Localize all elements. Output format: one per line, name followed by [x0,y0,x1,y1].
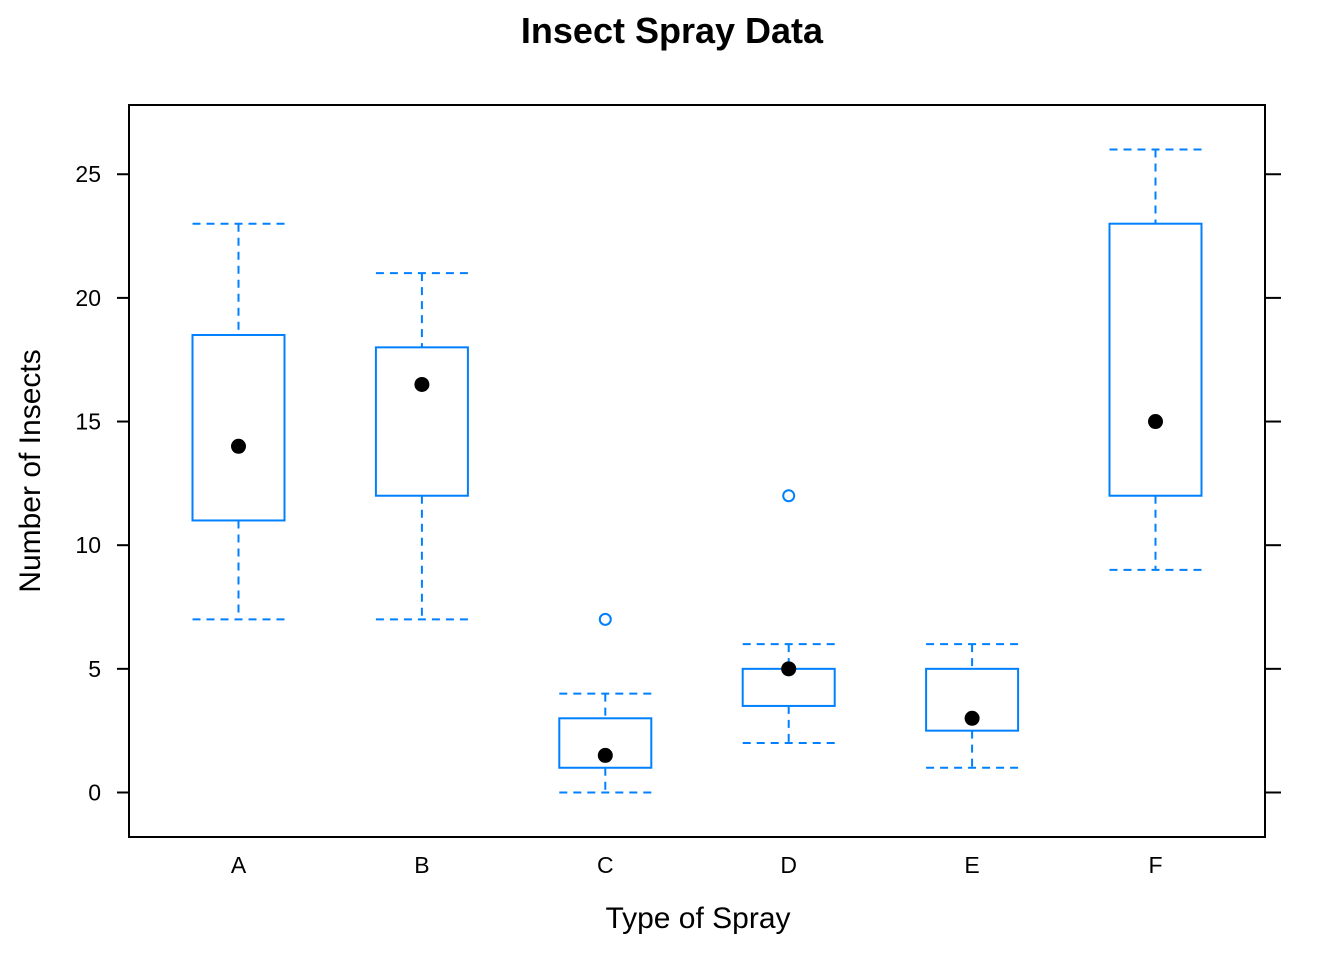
outlier-point [782,489,796,503]
x-tick-label: F [1148,852,1162,878]
x-tick-label: E [964,852,979,878]
y-tick-label: 10 [75,532,101,558]
plot-frame [128,104,1266,838]
y-tick-label: 15 [75,409,101,435]
median-dot [414,376,430,392]
box-rect [1108,222,1203,497]
box-rect [558,717,653,769]
box-F [1108,148,1203,571]
box-rect [925,667,1020,732]
x-tick-label: D [780,852,797,878]
y-tick-label: 25 [75,161,101,187]
box-plots [191,148,1203,794]
y-tick-label: 20 [75,285,101,311]
median-dot [231,438,246,454]
box-E [925,643,1020,769]
y-axis-label: Number of Insects [14,349,47,592]
box-B [374,272,469,621]
median-dot [781,661,797,677]
box-rect [374,346,469,497]
box-A [191,222,286,621]
x-axis-label: Type of Spray [605,902,790,935]
y-axis: 0 5 10 15 20 25 [75,161,1281,805]
x-tick-label: A [231,852,247,878]
y-tick-label: 0 [88,779,101,805]
box-rect [191,333,286,522]
box-D [741,489,836,745]
x-tick-label: C [597,852,614,878]
y-tick-label: 5 [88,656,101,682]
median-dot [964,710,980,726]
box-C [558,612,653,794]
outlier-point [598,612,612,626]
median-dot [1148,414,1163,430]
median-dot [597,747,613,763]
chart-title: Insect Spray Data [521,10,824,51]
x-tick-label: B [414,852,429,878]
x-axis: A B C D E F [231,852,1163,878]
